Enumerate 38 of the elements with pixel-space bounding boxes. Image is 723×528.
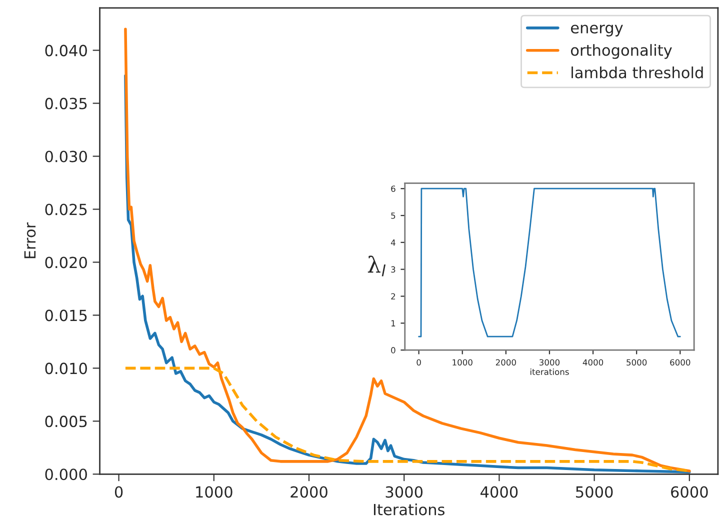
legend-label: orthogonality	[570, 44, 672, 59]
y-tick-label: 0.040	[45, 44, 87, 56]
y-tick-label: 0	[391, 347, 396, 354]
y-tick-label: 0.035	[45, 98, 87, 110]
y-tick-label: 0.005	[45, 416, 87, 428]
x-axis-title: iterations	[530, 368, 569, 375]
legend-label: lambda threshold	[572, 66, 703, 78]
x-tick-label: 5000	[626, 359, 647, 366]
x-tick-label: 0	[114, 486, 123, 498]
y-tick-label: 0.030	[45, 150, 87, 162]
y-tick-label: 0.025	[45, 204, 87, 216]
y-tick-label: 3	[391, 266, 396, 273]
y-tick-label: 6	[391, 186, 396, 192]
y-tick-label: 0.010	[45, 362, 87, 374]
line-series	[418, 188, 681, 338]
y-tick-label: 2	[391, 293, 396, 300]
x-tick-label: 6000	[671, 486, 708, 498]
x-tick-label: 0	[416, 359, 421, 366]
x-tick-label: 2000	[496, 359, 516, 366]
y-tick-label: 0.020	[45, 256, 87, 268]
x-tick-label: 3000	[540, 359, 560, 366]
legend-label: energy	[570, 24, 623, 36]
x-tick-label: 6000	[670, 359, 690, 366]
y-axis-title: λ$_{l}$	[368, 256, 386, 276]
y-axis-title: Error	[24, 222, 36, 258]
x-tick-label: 4000	[582, 359, 604, 366]
y-tick-label: 4	[390, 240, 396, 246]
x-tick-label: 3000	[386, 486, 423, 498]
x-axis-title: Iterations	[374, 504, 444, 516]
y-tick-label: 0.000	[45, 468, 87, 480]
y-tick-label: 0.015	[45, 310, 87, 322]
x-tick-label: 4000	[480, 486, 518, 498]
x-tick-label: 1000	[196, 486, 232, 498]
x-tick-label: 5000	[576, 486, 613, 498]
x-tick-label: 1000	[452, 359, 472, 366]
y-tick-label: 5	[391, 212, 396, 219]
y-tick-label: 1	[391, 320, 396, 326]
x-tick-label: 2000	[290, 486, 328, 498]
